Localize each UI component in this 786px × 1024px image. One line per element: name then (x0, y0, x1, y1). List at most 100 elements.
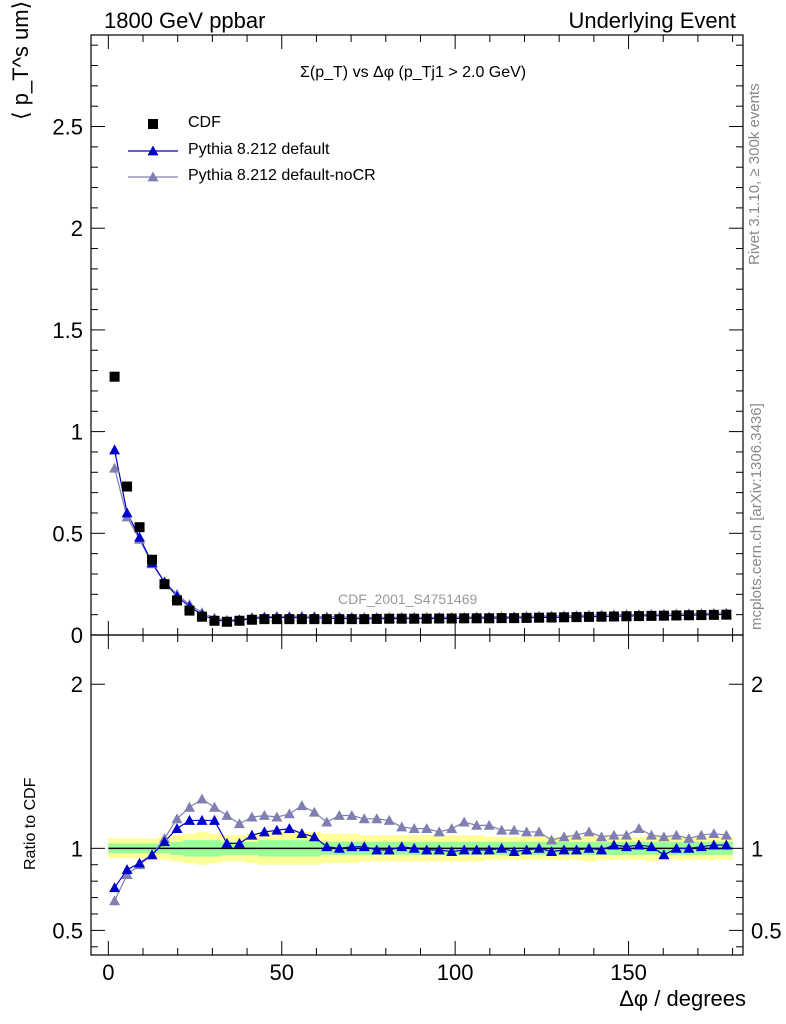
ratio-point-nocr (546, 834, 558, 845)
point-cdf (496, 613, 507, 624)
point-cdf (596, 611, 607, 622)
legend-label-default: Pythia 8.212 default (188, 141, 330, 158)
ratio-point-nocr (171, 813, 183, 824)
ratio-point-default (333, 842, 345, 853)
main-y-tick-label: 1 (71, 420, 83, 445)
ratio-point-default (246, 829, 258, 840)
point-default (134, 531, 146, 542)
header-left-label: 1800 GeV ppbar (104, 8, 266, 33)
ratio-point-default (358, 841, 370, 852)
point-cdf (646, 610, 657, 621)
point-cdf (209, 615, 220, 626)
ratio-point-nocr (645, 829, 657, 840)
legend-marker-default (147, 145, 159, 156)
ratio-point-default (134, 857, 146, 868)
main-y-tick-label: 0.5 (52, 521, 83, 546)
point-cdf (471, 613, 482, 624)
ratio-point-default (146, 849, 158, 860)
ratio-point-nocr (109, 895, 121, 906)
point-nocr (109, 462, 121, 473)
ratio-point-nocr (358, 813, 370, 824)
point-cdf (221, 616, 232, 627)
ratio-point-default (346, 841, 358, 852)
ratio-point-nocr (321, 816, 333, 827)
ratio-point-nocr (446, 823, 458, 834)
analysis-watermark: CDF_2001_S4751469 (338, 591, 478, 607)
point-cdf (446, 613, 457, 624)
point-cdf (521, 612, 532, 623)
ratio-point-nocr (596, 831, 608, 842)
point-default (109, 444, 121, 455)
ratio-point-default (183, 814, 195, 825)
ratio-point-default (159, 836, 171, 847)
point-cdf (571, 612, 582, 623)
point-cdf (196, 611, 207, 622)
ratio-point-nocr (308, 806, 320, 817)
ratio-point-default (645, 841, 657, 852)
ratio-point-nocr (670, 829, 682, 840)
point-cdf (246, 614, 257, 625)
ratio-point-nocr (421, 823, 433, 834)
ratio-point-default (208, 814, 220, 825)
ratio-point-default (633, 839, 645, 850)
ratio-point-default (471, 844, 483, 855)
ratio-point-default (620, 841, 632, 852)
ratio-point-default (683, 842, 695, 853)
ratio-point-nocr (633, 823, 645, 834)
ratio-point-nocr (471, 819, 483, 830)
ratio-point-nocr (720, 829, 732, 840)
ratio-point-default (421, 844, 433, 855)
ratio-point-nocr (583, 826, 595, 837)
main-y-tick-label: 2 (71, 216, 83, 241)
ratio-point-default (496, 842, 508, 853)
ratio-point-default (508, 846, 520, 857)
ratio-point-nocr (208, 801, 220, 812)
ratio-point-nocr (383, 814, 395, 825)
ratio-point-default (596, 844, 608, 855)
ratio-point-default (658, 849, 670, 860)
point-cdf (184, 605, 195, 616)
ratio-point-nocr (458, 816, 470, 827)
ratio-point-default (458, 844, 470, 855)
point-cdf (159, 579, 170, 590)
ratio-point-nocr (496, 824, 508, 835)
point-cdf (234, 615, 245, 626)
ratio-point-nocr (333, 810, 345, 820)
point-cdf (172, 595, 183, 606)
ratio-point-default (271, 824, 283, 835)
ratio-point-nocr (620, 829, 632, 840)
ratio-point-nocr (346, 810, 358, 820)
ratio-point-nocr (483, 819, 495, 830)
ratio-point-nocr (533, 826, 545, 837)
ratio-point-default (221, 837, 233, 848)
point-cdf (584, 611, 595, 622)
ratio-point-default (521, 844, 533, 855)
ratio-point-default (408, 842, 420, 853)
point-cdf (346, 614, 357, 625)
ratio-point-nocr (271, 811, 283, 822)
ratio-point-default (233, 837, 245, 848)
ratio-y-tick-label-right: 0.5 (751, 918, 782, 943)
x-tick-label: 150 (610, 960, 647, 985)
main-y-tick-label: 0 (71, 623, 83, 648)
point-cdf (284, 614, 295, 625)
ratio-y-tick-label-right: 1 (751, 836, 763, 861)
ratio-point-default (608, 839, 620, 850)
ratio-point-default (533, 842, 545, 853)
point-cdf (122, 481, 133, 492)
ratio-point-default (308, 831, 320, 842)
point-cdf (683, 610, 694, 621)
ratio-point-default (670, 842, 682, 853)
ratio-point-default (371, 844, 383, 855)
point-cdf (534, 612, 545, 623)
point-cdf (309, 614, 320, 625)
point-cdf (459, 613, 470, 624)
point-cdf (359, 614, 370, 625)
point-cdf (409, 613, 420, 624)
ratio-point-nocr (408, 823, 420, 834)
point-cdf (721, 609, 732, 620)
ratio-point-default (296, 828, 308, 838)
series-line-nocr (114, 468, 727, 621)
ratio-point-nocr (183, 801, 195, 812)
